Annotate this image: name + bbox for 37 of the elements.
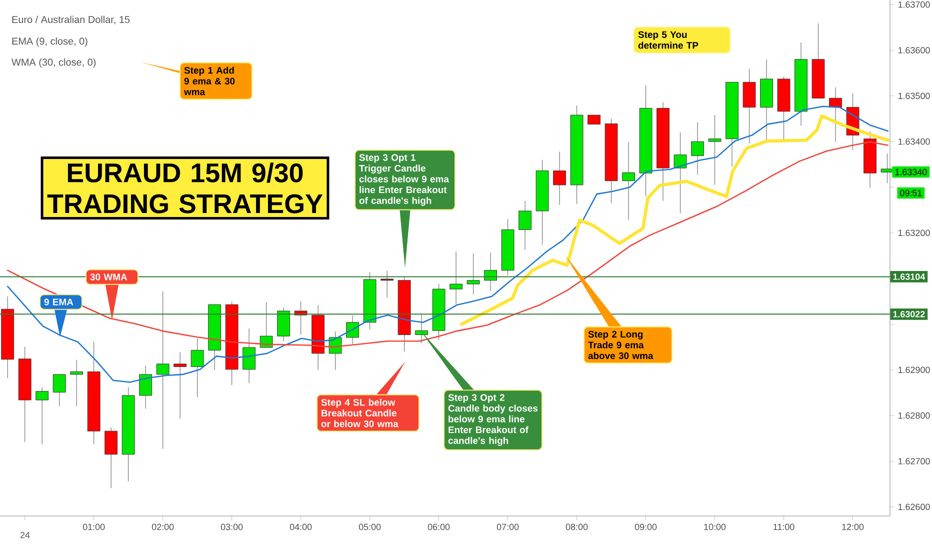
y-tick-label: 1.62900 bbox=[898, 366, 930, 374]
y-tick-label: 1.63200 bbox=[898, 230, 930, 236]
text: 09:51 bbox=[900, 190, 922, 196]
y-tick-label: 1.63500 bbox=[898, 92, 930, 100]
y-tick-label: 1.62800 bbox=[898, 412, 930, 419]
annotation: Step 5 You determine TP bbox=[638, 31, 698, 49]
x-tick-label: 10:00 bbox=[704, 524, 726, 530]
y-tick-label: 1.63400 bbox=[898, 138, 930, 145]
x-tick-label: 07:00 bbox=[496, 524, 519, 530]
annotation: 30 WMA bbox=[90, 274, 128, 280]
annotation: 9 EMA bbox=[44, 298, 74, 306]
x-tick-label: 11:00 bbox=[774, 524, 794, 530]
y-tick-label: 1.62600 bbox=[898, 504, 930, 510]
x-tick-label: 12:00 bbox=[842, 524, 864, 530]
x-tick-label: 05:00 bbox=[358, 524, 381, 530]
y-tick-label: 1.63700 bbox=[898, 1, 930, 8]
y-tick-label: 1.62700 bbox=[898, 458, 930, 464]
x-tick-label: 03:00 bbox=[220, 524, 243, 530]
text: Euro / Australian Dollar, 15 bbox=[12, 16, 130, 24]
x-tick-label: 02:00 bbox=[152, 524, 174, 530]
text: 1.63340 bbox=[895, 168, 927, 176]
x-tick-label: 09:00 bbox=[634, 524, 657, 530]
text: EURAUD 15M 9/30 TRADING STRATEGY bbox=[47, 162, 323, 214]
y-tick-label: 1.63600 bbox=[898, 47, 930, 54]
text: 24 bbox=[20, 532, 30, 538]
x-tick-label: 06:00 bbox=[428, 524, 450, 530]
x-tick-label: 01:00 bbox=[82, 524, 105, 530]
ref-line-label: 1.63104 bbox=[893, 274, 926, 280]
annotation: Step 3 Opt 2 Candle body closes below 9 ema line Enter Breakout of candle's high bbox=[448, 394, 538, 446]
annotation: EMA (9, close, 0) bbox=[12, 37, 88, 47]
x-tick-label: 04:00 bbox=[290, 524, 312, 530]
annotation: Step 3 Opt 1 Trigger Candle closes below 9 ema line Enter Breakout of candle's high bbox=[359, 154, 450, 206]
ref-line-label: 1.63022 bbox=[893, 310, 925, 318]
x-tick-label: 08:00 bbox=[566, 524, 588, 530]
annotation: Step 2 Long Trade 9 ema above 30 wma bbox=[588, 330, 654, 360]
annotation: WMA (30, close, 0) bbox=[12, 58, 96, 68]
annotation: Step 4 SL below Breakout Candle or below 30 wma bbox=[321, 398, 398, 428]
